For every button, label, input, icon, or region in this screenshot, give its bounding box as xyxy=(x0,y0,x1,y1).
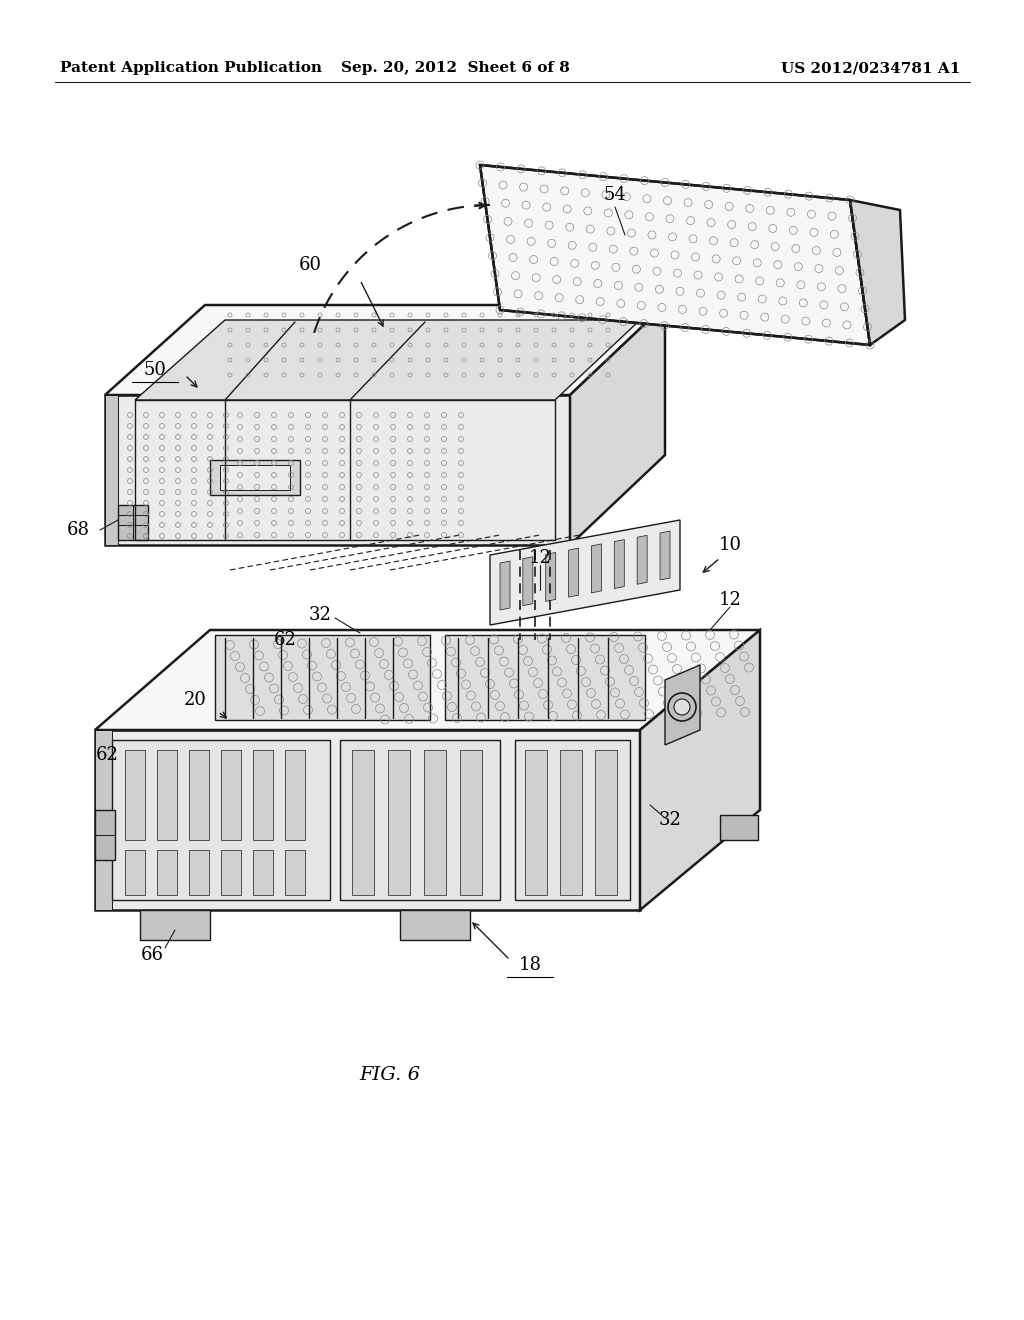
Polygon shape xyxy=(118,506,148,540)
Polygon shape xyxy=(400,909,470,940)
Polygon shape xyxy=(135,319,640,400)
Text: 62: 62 xyxy=(273,631,296,649)
Polygon shape xyxy=(125,750,145,840)
Polygon shape xyxy=(424,750,446,895)
Polygon shape xyxy=(189,750,209,840)
Polygon shape xyxy=(595,750,617,895)
Text: 66: 66 xyxy=(140,946,164,964)
Polygon shape xyxy=(665,665,700,744)
Polygon shape xyxy=(850,201,905,345)
Text: 32: 32 xyxy=(658,810,681,829)
Polygon shape xyxy=(515,741,630,900)
Polygon shape xyxy=(210,459,300,495)
Polygon shape xyxy=(221,750,241,840)
Polygon shape xyxy=(95,730,112,909)
Text: 10: 10 xyxy=(719,536,741,554)
Polygon shape xyxy=(720,814,758,840)
Polygon shape xyxy=(592,544,601,593)
Text: 62: 62 xyxy=(95,746,119,764)
Polygon shape xyxy=(340,741,500,900)
Text: 12: 12 xyxy=(528,549,552,568)
Polygon shape xyxy=(637,536,647,585)
Polygon shape xyxy=(660,531,670,579)
Polygon shape xyxy=(480,165,870,345)
Polygon shape xyxy=(546,553,556,602)
Polygon shape xyxy=(285,850,305,895)
Polygon shape xyxy=(640,630,760,909)
Polygon shape xyxy=(523,557,532,606)
Circle shape xyxy=(674,700,690,715)
Text: 18: 18 xyxy=(518,956,542,974)
Polygon shape xyxy=(253,750,273,840)
Polygon shape xyxy=(445,635,645,719)
Polygon shape xyxy=(352,750,374,895)
Polygon shape xyxy=(215,635,430,719)
Polygon shape xyxy=(95,730,640,909)
Text: 68: 68 xyxy=(67,521,89,539)
Polygon shape xyxy=(112,741,330,900)
Polygon shape xyxy=(460,750,482,895)
Polygon shape xyxy=(221,850,241,895)
Text: 50: 50 xyxy=(143,360,167,379)
Polygon shape xyxy=(560,750,582,895)
Text: FIG. 6: FIG. 6 xyxy=(359,1067,421,1084)
Polygon shape xyxy=(490,520,680,624)
Polygon shape xyxy=(105,395,118,545)
Polygon shape xyxy=(568,548,579,597)
Text: Patent Application Publication: Patent Application Publication xyxy=(60,61,322,75)
Polygon shape xyxy=(157,750,177,840)
Text: Sep. 20, 2012  Sheet 6 of 8: Sep. 20, 2012 Sheet 6 of 8 xyxy=(341,61,569,75)
Polygon shape xyxy=(95,630,760,730)
Polygon shape xyxy=(157,850,177,895)
Text: 54: 54 xyxy=(603,186,627,205)
Text: 32: 32 xyxy=(308,606,332,624)
Text: US 2012/0234781 A1: US 2012/0234781 A1 xyxy=(780,61,961,75)
Polygon shape xyxy=(253,850,273,895)
Polygon shape xyxy=(125,850,145,895)
Polygon shape xyxy=(95,810,115,861)
Text: 12: 12 xyxy=(719,591,741,609)
Text: 20: 20 xyxy=(183,690,207,709)
Polygon shape xyxy=(220,465,290,490)
Polygon shape xyxy=(570,305,665,545)
Polygon shape xyxy=(388,750,410,895)
Polygon shape xyxy=(614,540,625,589)
Polygon shape xyxy=(140,909,210,940)
Polygon shape xyxy=(189,850,209,895)
Polygon shape xyxy=(500,561,510,610)
Polygon shape xyxy=(525,750,547,895)
Polygon shape xyxy=(285,750,305,840)
Polygon shape xyxy=(105,305,665,395)
Text: 60: 60 xyxy=(299,256,322,275)
Polygon shape xyxy=(105,395,570,545)
